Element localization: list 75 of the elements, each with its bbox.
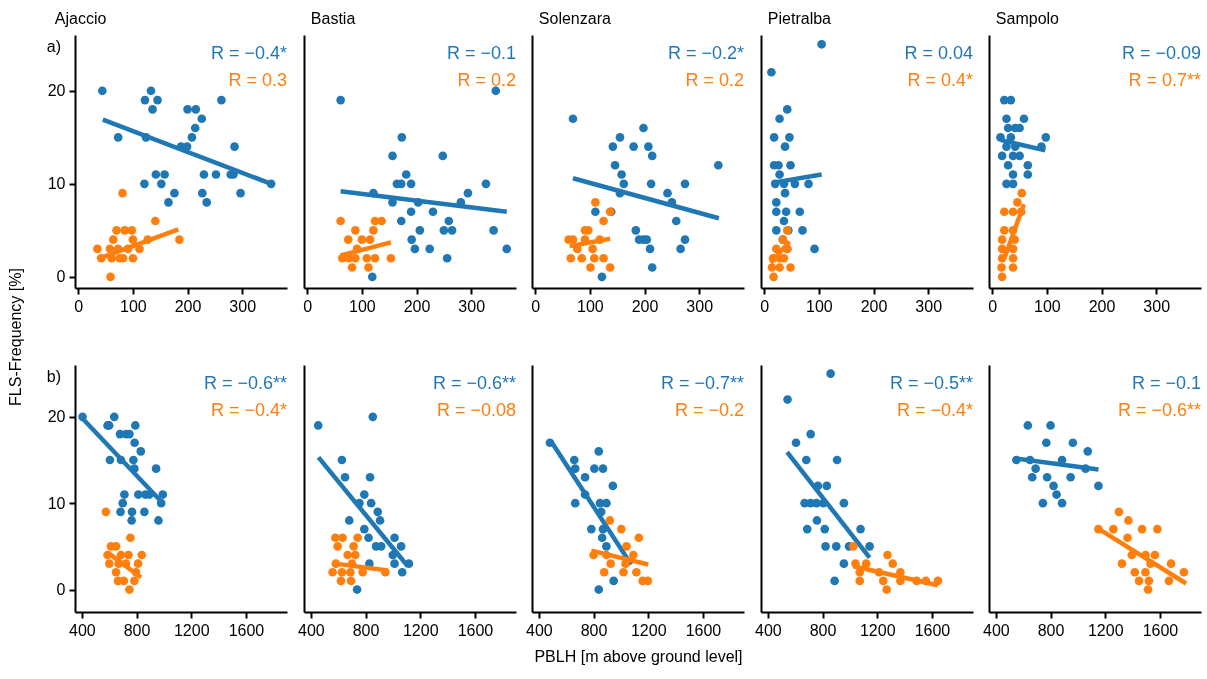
text: R = 0.2 — [685, 70, 744, 90]
x-tick-label: 300 — [686, 297, 714, 315]
y-tick-label: 0 — [56, 581, 66, 599]
x-tick-label: 200 — [1088, 297, 1116, 315]
text: R = −0.6** — [432, 373, 516, 393]
x-tick-label: 800 — [352, 621, 379, 639]
chart-title: Bastia — [310, 10, 355, 27]
text: R = −0.5** — [889, 373, 973, 393]
chart-title: Pietralba — [767, 10, 831, 27]
y-axis-title: FLS-Frequency [%] — [7, 267, 25, 408]
x-tick-label: 800 — [123, 621, 151, 639]
x-tick-label: 300 — [1143, 297, 1171, 315]
text: R = −0.2 — [674, 400, 744, 420]
text: R = −0.2* — [667, 43, 744, 63]
x-tick-label: 200 — [403, 297, 430, 315]
y-tick-label: 10 — [47, 175, 66, 193]
chart-title: Solenzara — [538, 10, 611, 27]
x-tick-label: 200 — [174, 297, 202, 315]
x-tick-label: 100 — [348, 297, 376, 315]
x-tick-label: 400 — [982, 621, 1010, 639]
x-tick-label: 300 — [914, 297, 942, 315]
y-tick-label: 20 — [47, 82, 66, 100]
x-tick-label: 0 — [531, 297, 541, 315]
text: R = 0.7** — [1128, 70, 1201, 90]
x-tick-label: 0 — [759, 297, 769, 315]
x-tick-label: 0 — [988, 297, 998, 315]
text: R = −0.7** — [660, 373, 744, 393]
chart-title: Ajaccio — [54, 10, 107, 27]
x-tick-label: 400 — [754, 621, 782, 639]
x-tick-label: 1200 — [173, 621, 210, 639]
text: R = 0.2 — [456, 70, 516, 90]
text: R = 0.3 — [228, 70, 287, 90]
x-tick-label: 1600 — [1142, 621, 1179, 639]
x-tick-label: 100 — [120, 297, 147, 315]
x-tick-label: 200 — [631, 297, 659, 315]
y-tick-label: 20 — [47, 408, 66, 426]
x-tick-label: 800 — [809, 621, 836, 639]
x-tick-label: 1200 — [402, 621, 439, 639]
x-tick-label: 400 — [297, 621, 325, 639]
x-tick-label: 1600 — [685, 621, 722, 639]
text: b) — [46, 368, 61, 385]
x-tick-label: 1200 — [1087, 621, 1124, 639]
x-tick-label: 1600 — [914, 621, 950, 639]
text: R = −0.6** — [203, 373, 287, 393]
series-label: R = −0.4* — [210, 43, 287, 63]
text: R = −0.1 — [1131, 373, 1201, 393]
x-tick-label: 800 — [1037, 621, 1065, 639]
text: R = 0.04 — [903, 43, 973, 63]
text: R = −0.08 — [436, 400, 516, 420]
text: R = −0.4* — [896, 400, 973, 420]
y-tick-label: 10 — [47, 494, 66, 512]
x-tick-label: 300 — [457, 297, 485, 315]
x-tick-label: 1200 — [630, 621, 667, 639]
text: R = 0.4* — [906, 70, 973, 90]
text: R = −0.4* — [210, 400, 287, 420]
series-label: R = −0.1 — [446, 43, 516, 63]
x-tick-label: 100 — [805, 297, 833, 315]
x-tick-label: 0 — [302, 297, 312, 315]
x-tick-label: 400 — [68, 621, 96, 639]
text: a) — [46, 38, 61, 55]
x-tick-label: 400 — [525, 621, 553, 639]
x-tick-label: 1200 — [859, 621, 896, 639]
x-tick-label: 100 — [577, 297, 604, 315]
x-tick-label: 300 — [229, 297, 257, 315]
x-tick-label: 200 — [860, 297, 887, 315]
x-tick-label: 1600 — [457, 621, 493, 639]
x-tick-label: 1600 — [228, 621, 265, 639]
y-tick-label: 0 — [56, 268, 66, 286]
x-axis-title: PBLH [m above ground level] — [534, 647, 743, 665]
text: R = −0.09 — [1121, 43, 1201, 63]
x-tick-label: 100 — [1034, 297, 1061, 315]
chart-title: Sampolo — [995, 10, 1060, 27]
x-tick-label: 800 — [580, 621, 608, 639]
x-tick-label: 0 — [74, 297, 84, 315]
text: R = −0.6** — [1117, 400, 1201, 420]
